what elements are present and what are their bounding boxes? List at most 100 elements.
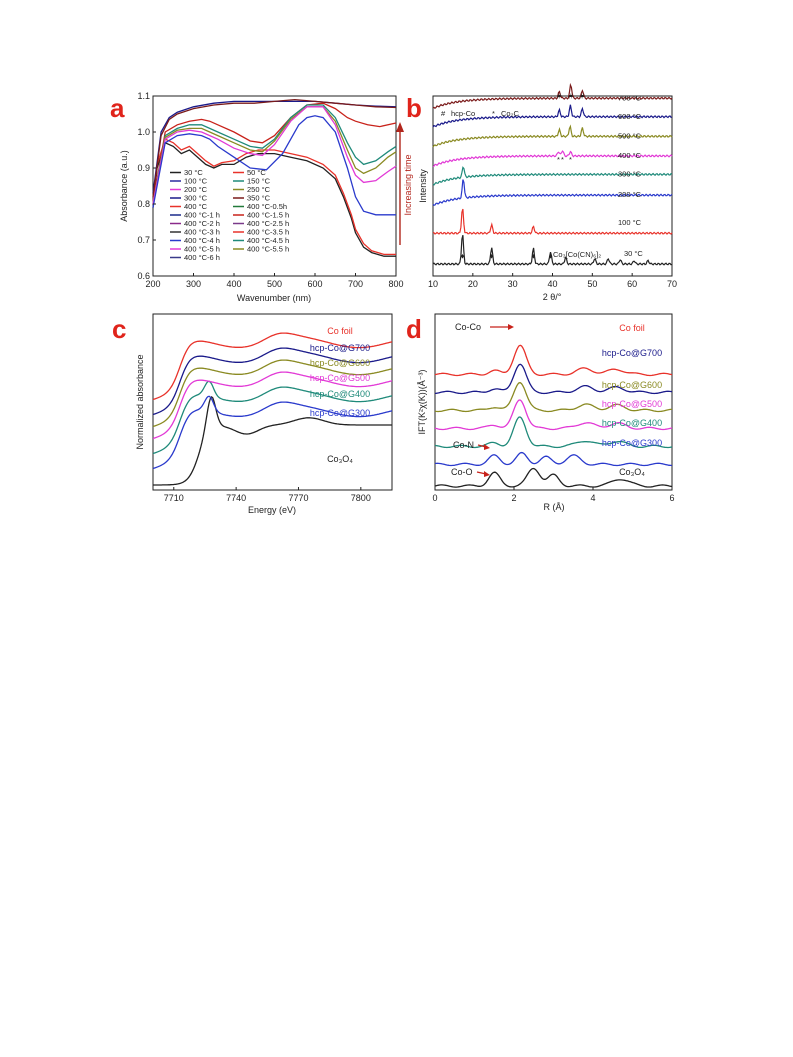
panel-a-legend-label: 400 °C-4 h — [184, 236, 220, 245]
panel-a-series-line — [152, 141, 396, 257]
panel-a-legend-label: 250 °C — [247, 185, 271, 194]
panel-b-hcp-marker: # — [580, 91, 585, 100]
panel-b-xtick-label: 50 — [587, 279, 597, 289]
panel-b-series-line — [432, 150, 673, 168]
panel-d-series-label: Co foil — [619, 323, 645, 333]
panel-b-ylabel: Intensity — [418, 169, 428, 203]
panel-d-frame — [434, 313, 673, 491]
panel-a-ylabel: Absorbance (a.u.) — [119, 150, 129, 222]
co-co-label: Co-Co — [455, 322, 481, 332]
panel-a-legend-label: 400 °C — [184, 202, 208, 211]
panel-a-xtick-label: 700 — [348, 279, 363, 289]
panel-b-series-label: 500 °C — [618, 131, 642, 140]
panel-c-series-line — [152, 371, 393, 440]
panel-a-xtick-label: 600 — [307, 279, 322, 289]
panel-b-xtick-label: 30 — [508, 279, 518, 289]
panel-a-ytick-label: 0.9 — [137, 163, 150, 173]
panel-a-legend-label: 400 °C-2.5 h — [247, 219, 289, 228]
panel-b-series-line — [432, 166, 673, 186]
panel-c-ticks: 7710 7740 7770 7800 — [164, 487, 371, 503]
panel-c: 7710 7740 7770 7800 Energy (eV) Normalized … — [135, 313, 393, 515]
panel-a-legend-label: 200 °C — [184, 185, 208, 194]
panel-c-series-line — [152, 359, 393, 428]
panel-d-series-label: hcp-Co@G300 — [602, 438, 662, 448]
panel-d-xtick-label: 4 — [590, 493, 595, 503]
panel-d-series-labels: Co₃O₄ hcp-Co@G300 hcp-Co@G400 hcp-Co@G500 hc… — [602, 323, 662, 477]
panel-b-xtick-label: 20 — [468, 279, 478, 289]
panel-b-series-label: 200 °C — [618, 190, 642, 199]
panel-a-legend-label: 400 °C-0.5h — [247, 202, 287, 211]
legend-co2c: Co₂C — [501, 109, 519, 118]
panel-c-xtick-label: 7800 — [351, 493, 371, 503]
panel-label-d: d — [406, 314, 422, 344]
panel-d-xtick-label: 0 — [432, 493, 437, 503]
panel-b-series-label: 300 °C — [618, 169, 642, 178]
panel-a-series-line — [152, 138, 396, 256]
panel-b-precursor-marker: ♦ — [490, 251, 494, 260]
panel-c-series-labels: Co₃O₄ hcp-Co@G300 hcp-Co@G400 hcp-Co@G500 hc… — [310, 326, 370, 464]
panel-d-series-line — [434, 399, 673, 431]
panel-c-frame — [152, 313, 393, 491]
panel-b-series — [432, 82, 673, 266]
panel-a-legend-label: 400 °C-3.5 h — [247, 228, 289, 237]
panel-b-series-label: 700 °C — [618, 93, 642, 102]
panel-d-series — [434, 344, 673, 488]
panel-a-series-line — [152, 106, 397, 205]
panel-a-legend-label: 400 °C-1 h — [184, 211, 220, 220]
panel-d-series-line — [434, 416, 673, 449]
panel-a-xlabel: Wavenumber (nm) — [237, 293, 311, 303]
panel-a-legend-label: 400 °C-2 h — [184, 219, 220, 228]
panel-a-legend-label: 400 °C-3 h — [184, 228, 220, 237]
panel-label-a: a — [110, 93, 125, 123]
panel-b-series-label: 600 °C — [618, 112, 642, 121]
panel-d: 0 2 4 6 R (Å) IFT(K²χ(K))(Å⁻³) Co-Co Co-N C… — [417, 313, 675, 512]
panel-c-series — [152, 332, 393, 486]
panel-b-co2c-marker: * — [561, 155, 564, 164]
panel-a-ticks: 200 300 400 500 600 700 800 0.6 0.7 0.8 0.9 1.0 1.1 — [137, 91, 403, 289]
panel-a-xtick-label: 300 — [186, 279, 201, 289]
panel-a-series-line — [152, 106, 397, 205]
panel-d-xlabel: R (Å) — [544, 502, 565, 512]
panel-b-co2c-marker: * — [569, 155, 572, 164]
increasing-time-label: Increasing time — [403, 154, 413, 215]
panel-d-series-line — [434, 467, 673, 488]
panel-b-precursor-marker: ♦ — [549, 251, 553, 260]
panel-a-xtick-label: 200 — [145, 279, 160, 289]
panel-a-series-line — [152, 102, 397, 205]
panel-a-legend-label: 400 °C-5.5 h — [247, 245, 289, 254]
panel-c-xtick-label: 7710 — [164, 493, 184, 503]
panel-b-series-line — [432, 82, 673, 109]
panel-d-series-label: hcp-Co@G500 — [602, 399, 662, 409]
panel-a-ytick-label: 1.0 — [137, 127, 150, 137]
panel-c-series-label: hcp-Co@G400 — [310, 389, 370, 399]
panel-c-series-label: hcp-Co@G300 — [310, 408, 370, 418]
panel-a-legend-label: 300 °C — [184, 194, 208, 203]
panel-b-series-line — [432, 179, 673, 206]
panel-c-series-line — [152, 347, 393, 416]
legend-hcp-co: hcp-Co — [451, 109, 475, 118]
panel-b-xtick-label: 70 — [667, 279, 677, 289]
co-co-arrowhead — [508, 324, 514, 330]
panel-a-legend-label: 400 °C-4.5 h — [247, 236, 289, 245]
panel-a-ytick-label: 0.6 — [137, 271, 150, 281]
panel-d-series-label: hcp-Co@G400 — [602, 418, 662, 428]
panel-b: 10 20 30 40 50 60 70 2 θ/° Intensity # hcp-Co … — [418, 82, 677, 302]
panel-c-ylabel: Normalized absorbance — [135, 354, 145, 449]
panel-b-precursor-marker: ♦ — [531, 251, 535, 260]
panel-a-legend-label: 30 °C — [184, 168, 203, 177]
panel-a-ytick-label: 1.1 — [137, 91, 150, 101]
panel-d-series-line — [434, 382, 673, 413]
co-o-arrowhead — [484, 471, 490, 477]
legend-hash-marker: # — [441, 109, 446, 118]
panel-label-b: b — [406, 93, 422, 123]
panel-b-series-label: 100 °C — [618, 218, 642, 227]
panel-b-series-line — [432, 208, 673, 235]
panel-c-xtick-label: 7770 — [288, 493, 308, 503]
co-n-arrowhead — [484, 444, 490, 450]
panel-a-legend-label: 50 °C — [247, 168, 266, 177]
panel-a-xtick-label: 500 — [267, 279, 282, 289]
panel-c-series-line — [152, 395, 393, 470]
panel-b-precursor-marker: ♦ — [461, 251, 465, 260]
panel-a-series-line — [152, 98, 397, 197]
panel-b-series-line — [432, 234, 673, 266]
